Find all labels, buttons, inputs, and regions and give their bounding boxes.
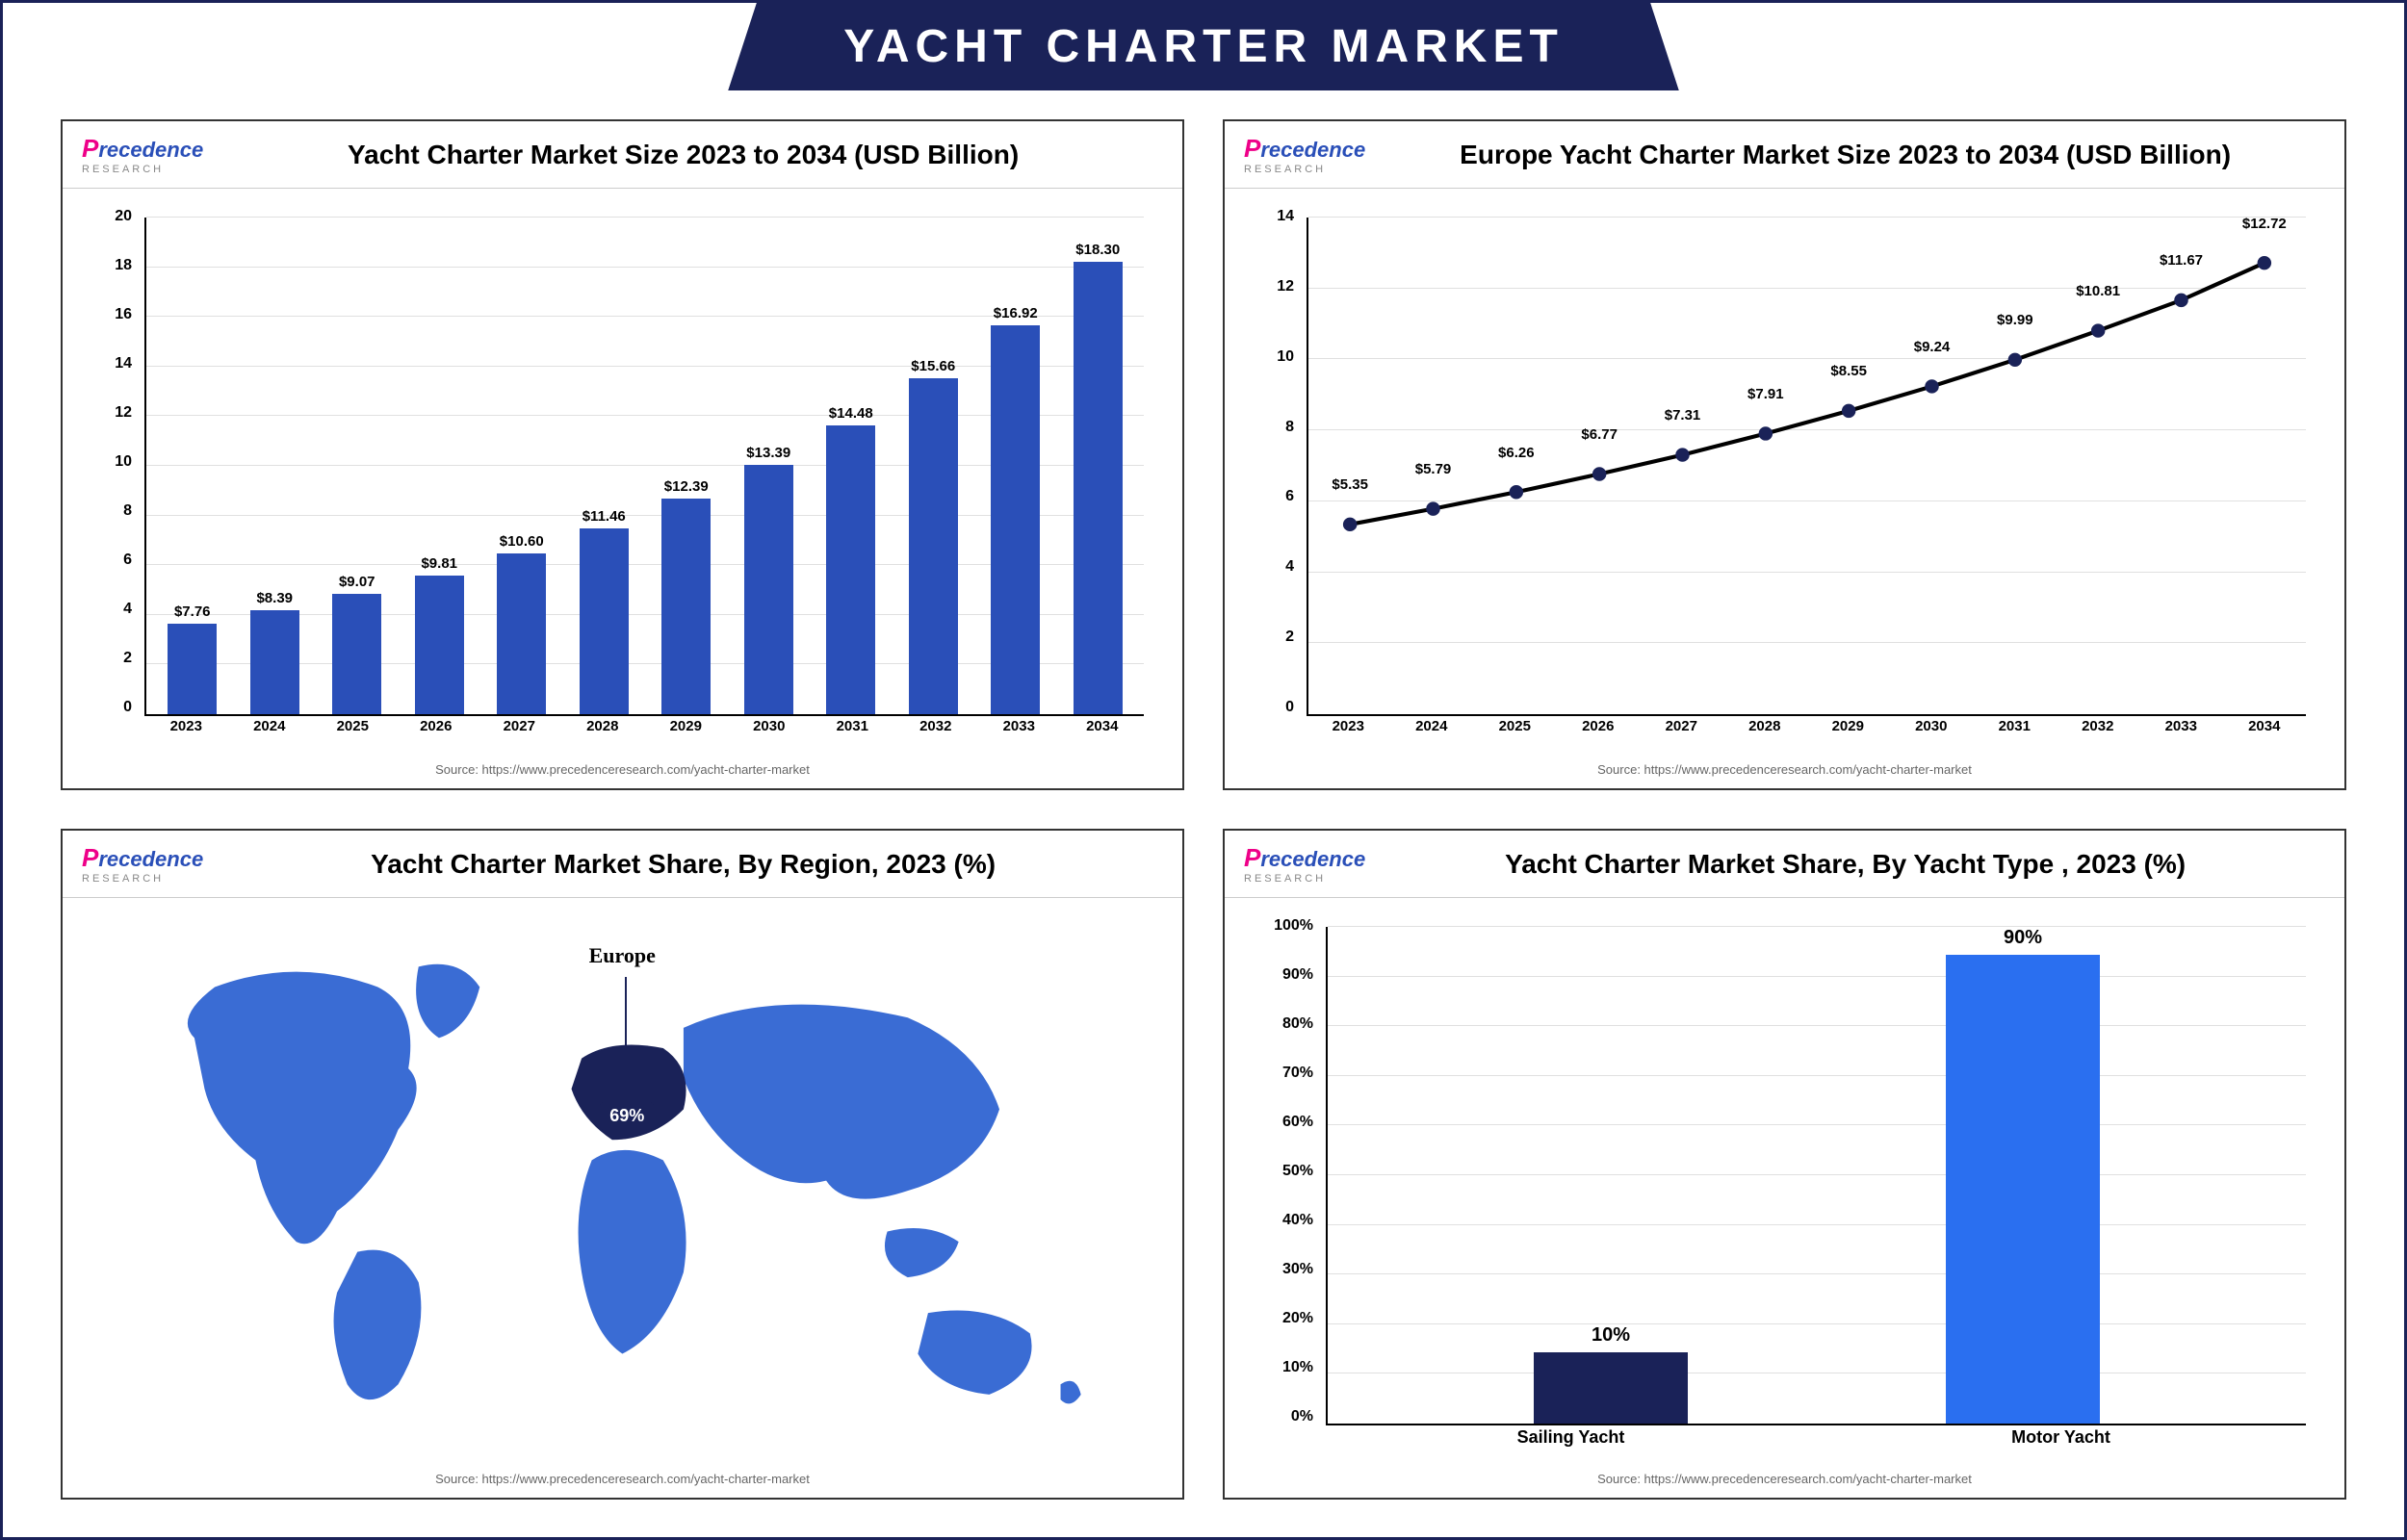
logo: recedence RESEARCH <box>82 843 203 885</box>
source-text: Source: https://www.precedenceresearch.c… <box>63 755 1182 788</box>
logo-subtext: RESEARCH <box>82 164 203 175</box>
panel-title: Yacht Charter Market Share, By Yacht Typ… <box>1365 849 2325 880</box>
panel-europe-line: recedence RESEARCH Europe Yacht Charter M… <box>1223 119 2346 790</box>
logo-subtext: RESEARCH <box>1244 873 1365 885</box>
chart-grid: recedence RESEARCH Yacht Charter Market S… <box>3 119 2404 1538</box>
logo-text: recedence <box>98 138 203 162</box>
panel-header: recedence RESEARCH Europe Yacht Charter M… <box>1225 121 2344 189</box>
line-chart: 02468101214$5.35$5.79$6.26$6.77$7.31$7.9… <box>1254 208 2316 745</box>
logo-subtext: RESEARCH <box>1244 164 1365 175</box>
world-map <box>91 926 1154 1435</box>
panel-title: Yacht Charter Market Size 2023 to 2034 (… <box>203 140 1163 170</box>
source-text: Source: https://www.precedenceresearch.c… <box>1225 1464 2344 1498</box>
callout-line <box>625 977 627 1079</box>
source-text: Source: https://www.precedenceresearch.c… <box>1225 755 2344 788</box>
logo-text: recedence <box>98 847 203 871</box>
logo-subtext: RESEARCH <box>82 873 203 885</box>
panel-type-share: recedence RESEARCH Yacht Charter Market S… <box>1223 829 2346 1500</box>
page-title: YACHT CHARTER MARKET <box>728 3 1679 90</box>
logo-text: recedence <box>1260 847 1365 871</box>
callout-value: 69% <box>600 1102 654 1130</box>
panel-header: recedence RESEARCH Yacht Charter Market S… <box>1225 831 2344 898</box>
logo: recedence RESEARCH <box>1244 134 1365 175</box>
logo: recedence RESEARCH <box>1244 843 1365 885</box>
panel-header: recedence RESEARCH Yacht Charter Market S… <box>63 831 1182 898</box>
chart-body: 0%10%20%30%40%50%60%70%80%90%100%10%90%S… <box>1225 898 2344 1464</box>
source-text: Source: https://www.precedenceresearch.c… <box>63 1464 1182 1498</box>
logo-text: recedence <box>1260 138 1365 162</box>
chart-body: 02468101214$5.35$5.79$6.26$6.77$7.31$7.9… <box>1225 189 2344 755</box>
panel-title: Europe Yacht Charter Market Size 2023 to… <box>1365 140 2325 170</box>
panel-global-bar: recedence RESEARCH Yacht Charter Market S… <box>61 119 1184 790</box>
callout-region-label: Europe <box>589 943 656 968</box>
share-chart: 0%10%20%30%40%50%60%70%80%90%100%10%90%S… <box>1254 917 2316 1454</box>
map-body: Europe 69% <box>63 898 1182 1464</box>
logo: recedence RESEARCH <box>82 134 203 175</box>
bar-chart: 02468101214161820$7.76$8.39$9.07$9.81$10… <box>91 208 1153 745</box>
chart-body: 02468101214161820$7.76$8.39$9.07$9.81$10… <box>63 189 1182 755</box>
panel-title: Yacht Charter Market Share, By Region, 2… <box>203 849 1163 880</box>
panel-header: recedence RESEARCH Yacht Charter Market S… <box>63 121 1182 189</box>
panel-map: recedence RESEARCH Yacht Charter Market S… <box>61 829 1184 1500</box>
